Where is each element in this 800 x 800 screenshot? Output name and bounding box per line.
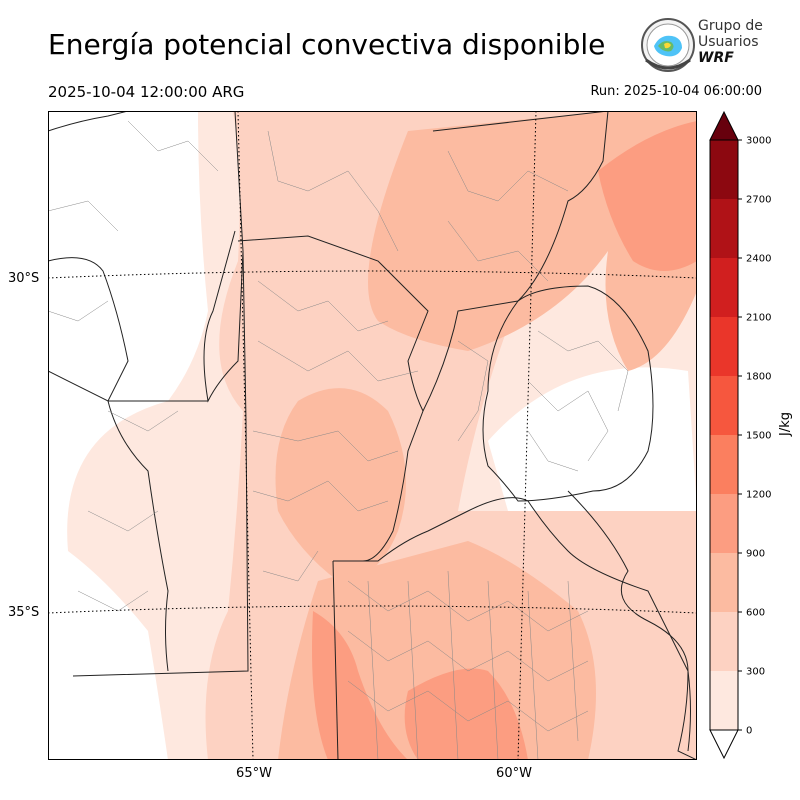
- colorbar-boxes: [709, 110, 739, 760]
- colorbar-level-3: [710, 494, 738, 553]
- page-title: Energía potencial convectiva disponible: [48, 28, 606, 61]
- colorbar-tick-label: 1500: [746, 431, 771, 442]
- colorbar-level-5: [710, 376, 738, 435]
- run-time: Run: 2025-10-04 06:00:00: [590, 84, 762, 99]
- colorbar-level-2: [710, 553, 738, 612]
- graticule: [48, 111, 697, 760]
- department-boundaries: [48, 120, 629, 760]
- colorbar-tick-label: 1800: [746, 372, 771, 383]
- valid-time: 2025-10-04 12:00:00 ARG: [48, 83, 245, 101]
- map-frame: [48, 111, 697, 760]
- lon-label-60w: 60°W: [496, 766, 532, 781]
- colorbar-tick-label: 2100: [746, 313, 771, 324]
- cape-level-600-900: [275, 111, 697, 760]
- colorbar-tick-label: 1200: [746, 490, 771, 501]
- colorbar-tick-label: 2700: [746, 195, 771, 206]
- colorbar: 0 300 600 900 1200 1500 1800 2100 2400 2700 3000: [709, 110, 771, 760]
- colorbar-level-6: [710, 317, 738, 376]
- colorbar-level-7: [710, 258, 738, 317]
- province-boundaries: [48, 111, 691, 760]
- cape-level-900-1200: [312, 121, 697, 760]
- colorbar-tick-label: 3000: [746, 136, 771, 147]
- colorbar-tick-label: 2400: [746, 254, 771, 265]
- lat-label-30s: 30°S: [8, 271, 40, 286]
- colorbar-level-9: [710, 140, 738, 199]
- colorbar-level-1: [710, 612, 738, 671]
- cape-map: [48, 111, 697, 760]
- colorbar-extend-min: [709, 729, 739, 760]
- logo-text: Grupo de Usuarios WRF: [698, 18, 763, 66]
- colorbar-ticks: 0 300 600 900 1200 1500 1800 2100 2400 2700 3000: [738, 136, 771, 737]
- colorbar-tick-label: 900: [746, 549, 765, 560]
- lon-label-65w: 65°W: [236, 766, 272, 781]
- coastline: [567, 490, 697, 760]
- colorbar-extend-max: [709, 110, 739, 141]
- colorbar-level-0: [710, 671, 738, 730]
- colorbar-unit-label: J/kg: [778, 412, 793, 436]
- colorbar-tick-label: 300: [746, 667, 765, 678]
- lat-label-35s: 35°S: [8, 605, 40, 620]
- logo-emblem-icon: [641, 18, 695, 72]
- colorbar-tick-label: 0: [746, 726, 752, 737]
- wrf-users-logo: Grupo de Usuarios WRF: [638, 16, 763, 74]
- colorbar-tick-label: 600: [746, 608, 765, 619]
- colorbar-level-4: [710, 435, 738, 494]
- colorbar-level-8: [710, 199, 738, 258]
